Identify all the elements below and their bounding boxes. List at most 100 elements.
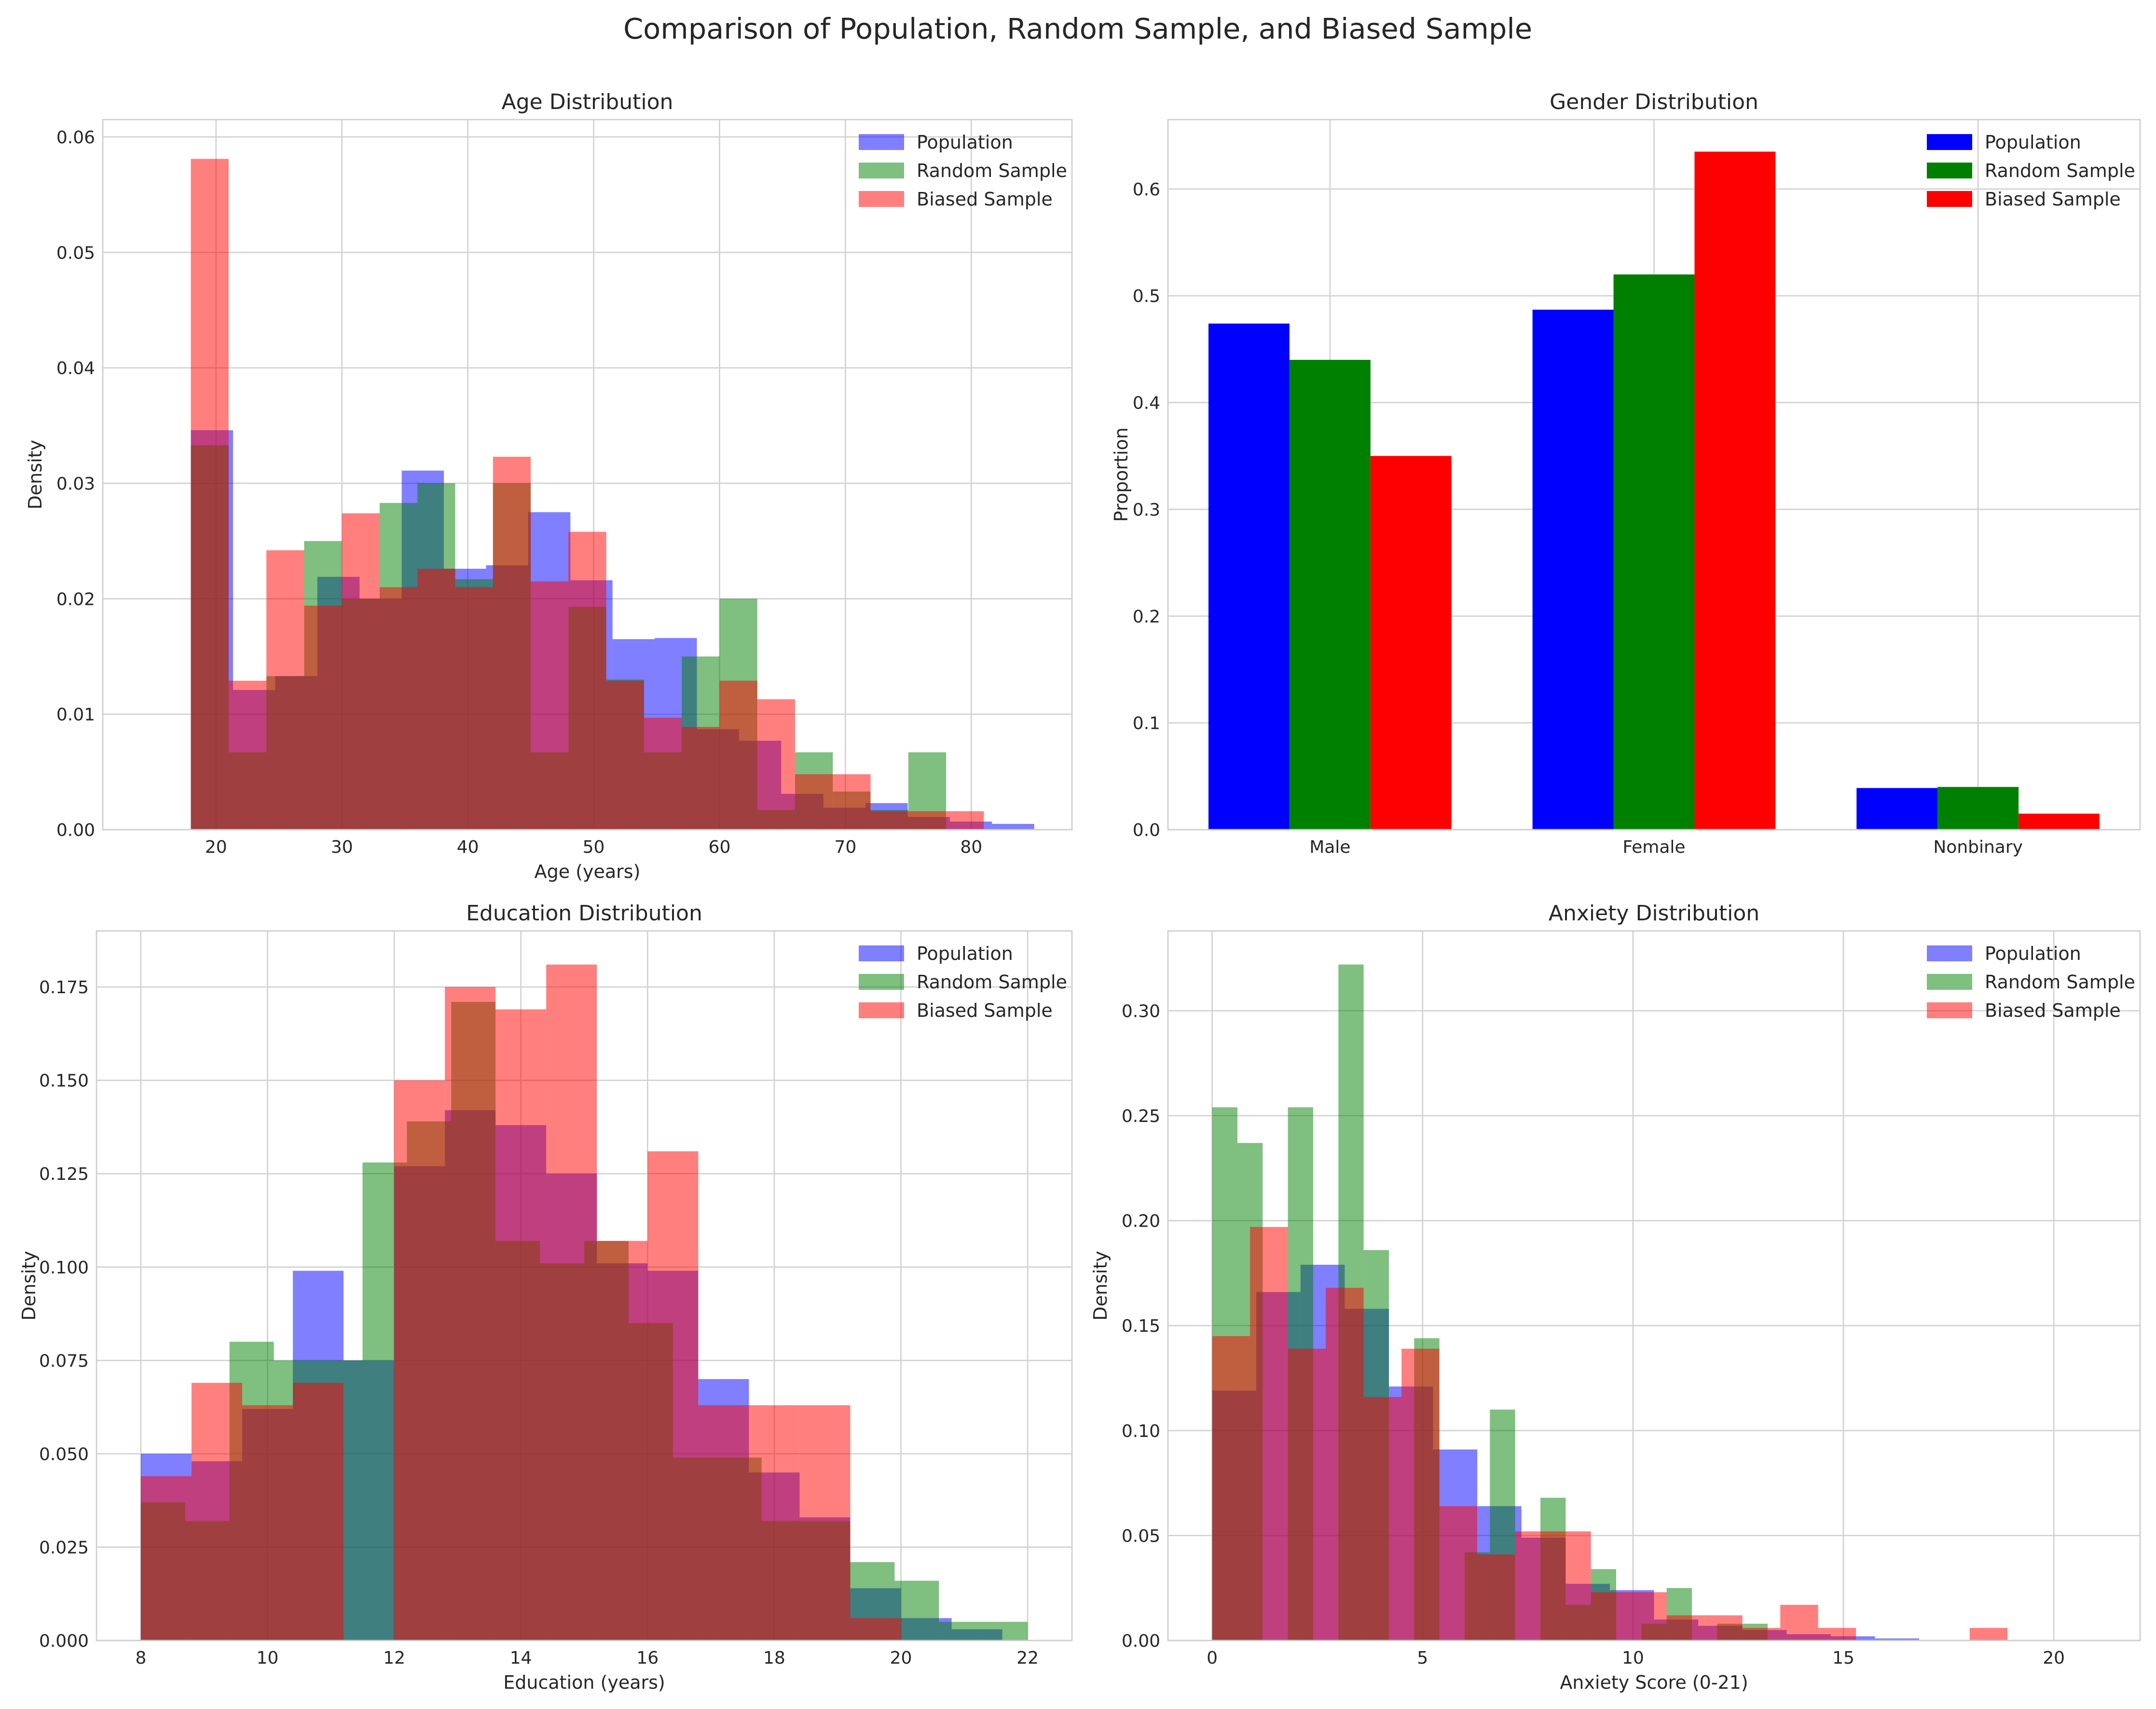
histogram-bin [1629,1592,1667,1641]
histogram-bin [568,532,606,830]
histogram-bin [342,513,380,830]
y-tick-label: 0.175 [39,978,89,998]
legend-swatch-population [1927,134,1972,150]
y-tick-label: 0.025 [39,1538,89,1558]
histogram-bin [455,587,493,830]
x-tick-label: 15 [1832,1648,1854,1668]
histogram-bin [795,774,833,830]
histogram-bin [1212,1336,1250,1641]
y-tick-label: 0.06 [56,128,95,148]
legend-label-population: Population [917,132,1013,153]
histogram-bin [597,1241,648,1641]
series-random [1289,274,2019,830]
histogram-bin [1326,1287,1364,1641]
chart-title: Age Distribution [502,90,673,114]
bar-population-nonbinary [1856,788,1938,830]
x-axis-label: Age (years) [535,861,641,882]
x-tick-label: 0 [1207,1648,1218,1668]
legend-label-biased: Biased Sample [917,189,1053,210]
histogram-bin [228,681,267,830]
x-tick-label: 10 [1622,1648,1644,1668]
y-tick-label: 0.4 [1133,394,1160,413]
histogram-bin [266,550,304,830]
legend-swatch-random [859,974,904,990]
histogram-bin [698,1405,749,1641]
legend: Population Random Sample Biased Sample [859,132,1067,210]
chart-title: Gender Distribution [1550,90,1758,114]
x-tick-label: 30 [331,837,353,857]
histogram-bin [983,1622,1028,1641]
figure-title: Comparison of Population, Random Sample,… [623,12,1532,45]
histogram-bin [850,1618,901,1641]
legend-label-population: Population [1985,943,2081,964]
series-population [1208,310,1938,830]
histogram-bin [1780,1605,1818,1641]
legend-swatch-biased [1927,1002,1972,1018]
y-tick-label: 0.05 [56,243,95,263]
legend-label-biased: Biased Sample [1985,1000,2121,1021]
legend-label-random: Random Sample [917,971,1067,993]
x-tick-label: 5 [1417,1648,1428,1668]
legend-swatch-random [1927,163,1972,178]
legend-label-population: Population [917,943,1013,964]
x-axis-label: Education (years) [503,1672,665,1693]
x-tick-label: 16 [636,1648,659,1668]
plot-frame [1167,119,2141,831]
y-tick-label: 0.00 [56,820,95,840]
histogram-bin [445,987,496,1641]
legend-label-random: Random Sample [917,160,1067,181]
x-tick-label: 20 [890,1648,912,1668]
y-tick-label: 0.10 [1122,1422,1160,1441]
histogram-bin [1401,1349,1440,1641]
y-axis-label: Density [1090,1251,1111,1320]
legend-swatch-population [859,134,904,150]
histogram-bin [394,1080,445,1641]
histogram-bin [682,726,720,830]
y-tick-label: 0.1 [1133,714,1160,734]
histogram-bin [1250,1227,1288,1641]
x-tick-label: Male [1309,837,1350,857]
histogram-bin [1363,1397,1402,1641]
x-tick-label: 80 [960,837,982,857]
x-tick-label: 12 [383,1648,405,1668]
x-tick-label: 60 [709,837,731,857]
y-tick-label: 0.6 [1133,180,1160,200]
histogram-bin [1515,1531,1553,1641]
x-tick-label: 22 [1016,1648,1039,1668]
histogram-bin [992,824,1034,830]
histogram-bin [606,681,644,830]
y-tick-label: 0.04 [56,359,95,379]
series-biased [1370,151,2100,830]
histogram-bin [946,811,984,830]
histogram-bin [647,1151,699,1641]
histogram-bin [495,1009,547,1641]
legend-label-random: Random Sample [1985,971,2135,993]
legend: Population Random Sample Biased Sample [859,943,1067,1021]
histogram-bin [493,456,531,830]
x-tick-label: Nonbinary [1933,837,2023,857]
histogram-bin [304,605,342,830]
legend-label-biased: Biased Sample [1985,189,2121,210]
legend-swatch-biased [1927,191,1972,207]
histogram-bin [894,1581,939,1641]
bar-random-male [1289,360,1371,830]
histogram-bin [833,774,871,830]
y-tick-label: 0.00 [1122,1631,1160,1651]
x-tick-label: 14 [510,1648,532,1668]
legend-label-random: Random Sample [1985,160,2135,181]
y-tick-label: 0.30 [1122,1001,1160,1021]
series-biased [140,964,901,1641]
histogram-bin [242,1405,293,1641]
histogram-bin [1666,1615,1705,1641]
x-tick-label: 18 [763,1648,785,1668]
legend-label-population: Population [1985,132,2081,153]
histogram-bin [1288,1349,1326,1641]
x-tick-label: Female [1622,837,1685,857]
histogram-bin [644,717,682,830]
y-tick-label: 0.02 [56,589,95,609]
y-tick-label: 0.125 [39,1164,89,1184]
histogram-bin [1742,1627,1781,1641]
histogram-bin [1591,1592,1629,1641]
histogram-bin [1818,1627,1856,1641]
